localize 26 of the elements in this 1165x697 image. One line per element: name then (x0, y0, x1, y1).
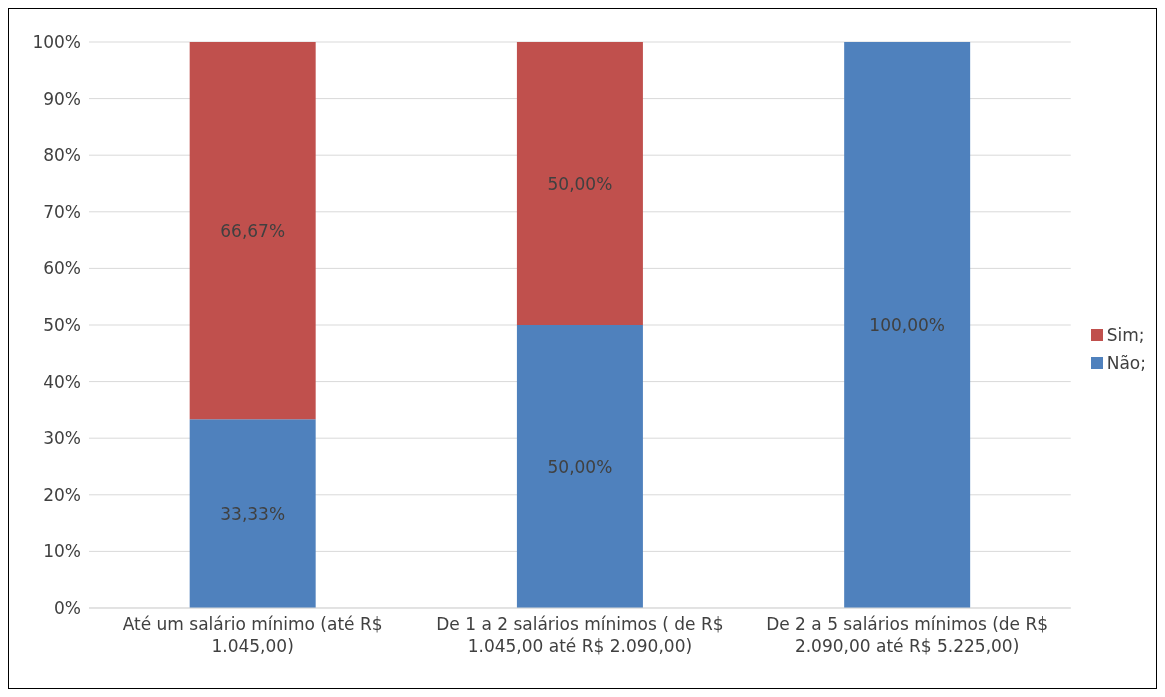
y-tick-label: 30% (43, 428, 81, 449)
data-label: 33,33% (220, 503, 286, 524)
bar (189, 42, 316, 420)
y-tick-label: 100% (32, 32, 81, 53)
legend-label: Não; (1106, 352, 1146, 373)
bar (189, 419, 316, 608)
x-tick-label: De 1 a 2 salários mínimos ( de R$ 1.045,00 até R$ 2.090,00) (436, 614, 724, 656)
data-label: 50,00% (547, 173, 613, 194)
y-tick-label: 20% (43, 484, 81, 505)
y-tick-label: 50% (43, 315, 81, 336)
data-label: 50,00% (547, 456, 613, 477)
bar (844, 42, 971, 608)
y-tick-label: 70% (43, 201, 81, 222)
x-tick-label: Até um salário mínimo (até R$ 1.045,00) (122, 614, 383, 656)
y-tick-label: 90% (43, 88, 81, 109)
legend-label: Sim; (1106, 324, 1145, 345)
bar (516, 42, 643, 325)
y-tick-label: 0% (54, 598, 81, 619)
bar (516, 325, 643, 608)
data-label: 100,00% (869, 315, 945, 336)
y-tick-label: 60% (43, 258, 81, 279)
y-tick-label: 80% (43, 145, 81, 166)
x-tick-label: De 2 a 5 salários mínimos (de R$ 2.090,00 até R$ 5.225,00) (766, 614, 1049, 656)
y-tick-label: 40% (43, 371, 81, 392)
data-label: 66,67% (220, 220, 286, 241)
y-tick-label: 10% (43, 541, 81, 562)
